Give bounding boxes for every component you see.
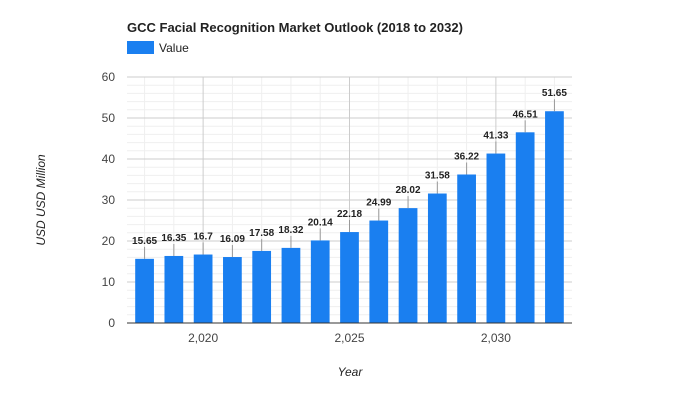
bar	[398, 208, 418, 323]
y-tick-label: 60	[102, 70, 116, 84]
x-tick-label: 2,020	[188, 331, 218, 345]
data-label: 46.51	[513, 109, 538, 120]
bar	[486, 153, 506, 323]
bar	[457, 174, 476, 323]
data-label: 17.58	[249, 228, 274, 239]
bar	[369, 220, 389, 323]
bar	[135, 258, 154, 323]
data-label: 51.65	[542, 88, 567, 99]
y-tick-label: 20	[102, 234, 116, 248]
bar	[164, 255, 184, 323]
y-tick-label: 0	[108, 316, 115, 330]
bar	[340, 232, 359, 323]
bar	[310, 240, 330, 323]
bar	[193, 254, 213, 323]
data-label: 16.09	[220, 234, 245, 245]
y-axis-label: USD USD Million	[34, 154, 48, 246]
legend-label-value: Value	[159, 41, 189, 55]
legend[interactable]: Value	[127, 41, 189, 55]
bar	[427, 193, 447, 323]
x-axis-label: Year	[338, 365, 364, 379]
data-label: 41.33	[483, 131, 508, 142]
legend-swatch-value	[127, 41, 154, 54]
data-label: 15.65	[132, 236, 157, 247]
data-label: 16.35	[161, 233, 186, 244]
bar	[252, 250, 272, 323]
data-label: 18.32	[278, 225, 303, 236]
data-label: 36.22	[454, 151, 479, 162]
data-label: 16.7	[193, 232, 213, 243]
y-tick-label: 40	[102, 152, 116, 166]
data-label: 20.14	[308, 217, 333, 228]
axes: 0 10 20 30 40 50 60 2,020 2,025 2,030	[102, 70, 572, 345]
bar	[281, 247, 301, 323]
data-label: 28.02	[396, 185, 421, 196]
y-tick-label: 30	[102, 193, 116, 207]
data-label: 31.58	[425, 171, 450, 182]
y-tick-label: 50	[102, 111, 116, 125]
y-tick-label: 10	[102, 275, 116, 289]
bars	[135, 111, 564, 323]
x-tick-label: 2,030	[481, 331, 511, 345]
x-tick-label: 2,025	[334, 331, 364, 345]
bar	[515, 132, 535, 323]
bar	[545, 111, 564, 323]
data-label: 22.18	[337, 209, 362, 220]
data-label: 24.99	[366, 198, 391, 209]
bar	[223, 257, 242, 323]
chart-title: GCC Facial Recognition Market Outlook (2…	[127, 20, 463, 35]
data-labels: 15.65 16.35 16.7 16.09 17.58 18.32 20.14 22.18 2…	[132, 88, 567, 259]
